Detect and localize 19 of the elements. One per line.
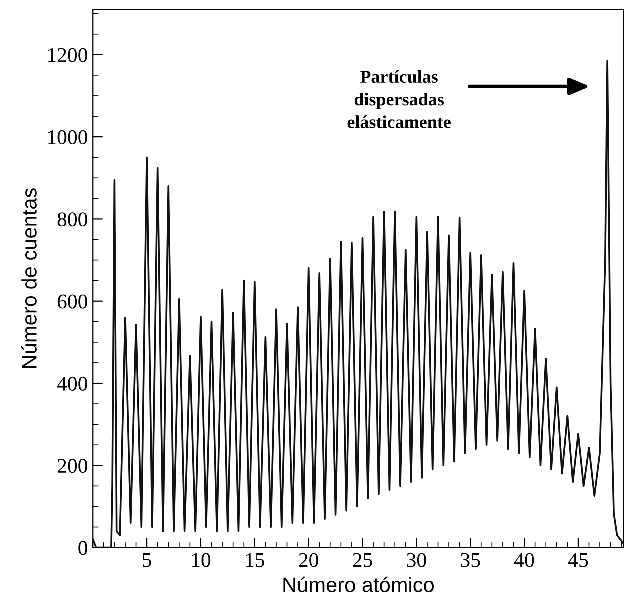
x-tick-label: 40 <box>514 553 534 568</box>
x-tick-label: 15 <box>246 553 265 568</box>
y-tick-label: 800 <box>58 212 88 227</box>
y-tick-label: 600 <box>58 294 88 309</box>
x-tick-label: 20 <box>299 553 318 568</box>
x-axis-title: Número atómico <box>284 576 434 592</box>
x-tick-label: 5 <box>143 553 152 568</box>
annotation: Partículas dispersadas elásticamente <box>348 70 451 128</box>
y-axis-title: Número de cuentas <box>21 188 37 368</box>
y-tick-label: 1000 <box>48 130 88 144</box>
y-tick-label: 0 <box>78 541 88 556</box>
x-tick-label: 35 <box>461 553 480 568</box>
x-tick-label: 30 <box>407 553 426 568</box>
y-tick-label: 1200 <box>48 48 88 62</box>
x-tick-label: 10 <box>192 553 211 568</box>
x-tick-label: 45 <box>568 553 588 568</box>
y-tick-label: 400 <box>57 376 88 391</box>
x-tick-label: 25 <box>353 553 372 568</box>
y-tick-label: 200 <box>58 459 88 474</box>
